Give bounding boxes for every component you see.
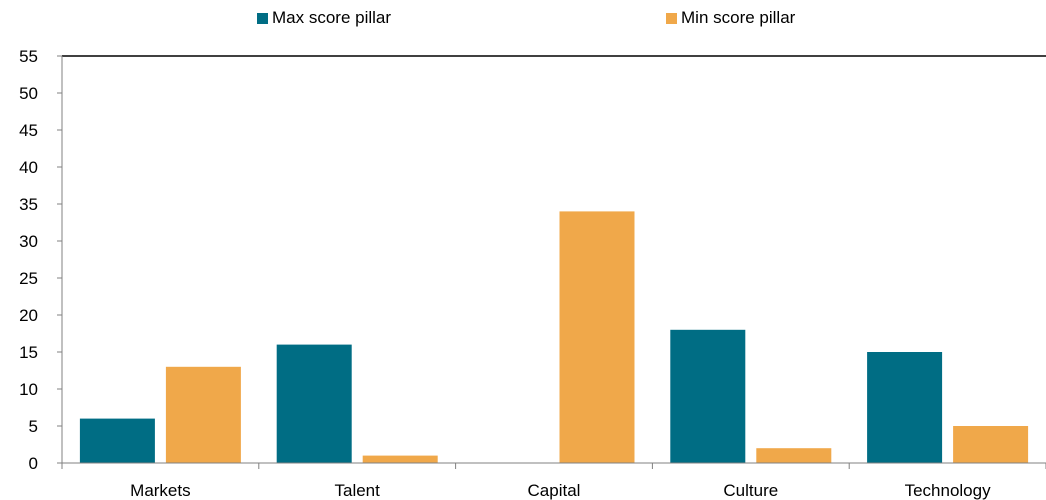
bar-capital-min [559,211,635,463]
y-tick-label: 5 [29,417,38,436]
bar-talent-min [362,455,438,463]
legend-item-min: Min score pillar [666,8,795,28]
x-tick-label: Culture [723,481,778,500]
bar-technology-min [953,426,1029,463]
x-tick-label: Talent [335,481,381,500]
y-tick-label: 25 [19,269,38,288]
legend-label-min: Min score pillar [681,8,796,27]
x-tick-label: Capital [528,481,581,500]
y-tick-label: 0 [29,454,38,473]
legend-swatch-max [257,12,268,24]
y-tick-label: 35 [19,195,38,214]
y-tick-label: 50 [19,84,38,103]
legend-label-max: Max score pillar [272,8,392,27]
chart-legend: Max score pillar Min score pillar [0,8,1046,32]
y-tick-label: 45 [19,121,38,140]
y-tick-label: 15 [19,343,38,362]
bar-markets-min [165,366,241,463]
y-tick-label: 30 [19,232,38,251]
y-tick-label: 10 [19,380,38,399]
legend-item-max: Max score pillar [257,8,391,28]
bar-talent-max [276,344,352,463]
x-tick-label: Markets [130,481,190,500]
bar-markets-max [79,418,155,463]
x-tick-label: Technology [905,481,992,500]
bar-culture-min [756,448,832,463]
bar-technology-max [867,352,943,463]
y-tick-label: 40 [19,158,38,177]
y-tick-label: 20 [19,306,38,325]
legend-swatch-min [666,12,677,24]
bar-culture-max [670,329,746,463]
y-tick-label: 55 [19,47,38,66]
